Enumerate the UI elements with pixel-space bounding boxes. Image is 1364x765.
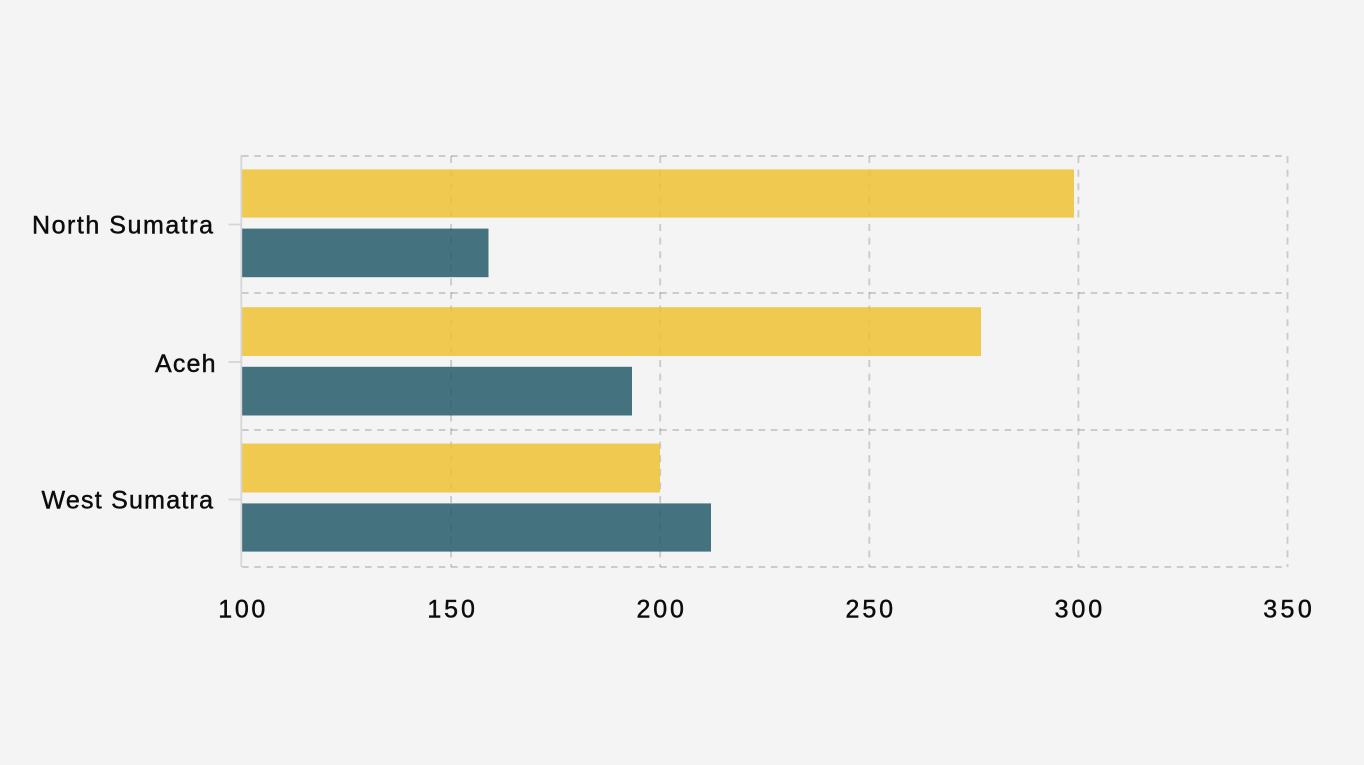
svg-text:100: 100 bbox=[218, 596, 265, 624]
svg-text:250: 250 bbox=[846, 596, 894, 624]
svg-text:West Sumatra: West Sumatra bbox=[42, 487, 214, 515]
svg-text:300: 300 bbox=[1055, 596, 1103, 624]
svg-text:350: 350 bbox=[1263, 596, 1312, 624]
svg-text:150: 150 bbox=[427, 596, 475, 624]
svg-text:Aceh: Aceh bbox=[155, 350, 216, 378]
svg-text:North Sumatra: North Sumatra bbox=[32, 212, 213, 240]
svg-text:200: 200 bbox=[636, 596, 684, 624]
